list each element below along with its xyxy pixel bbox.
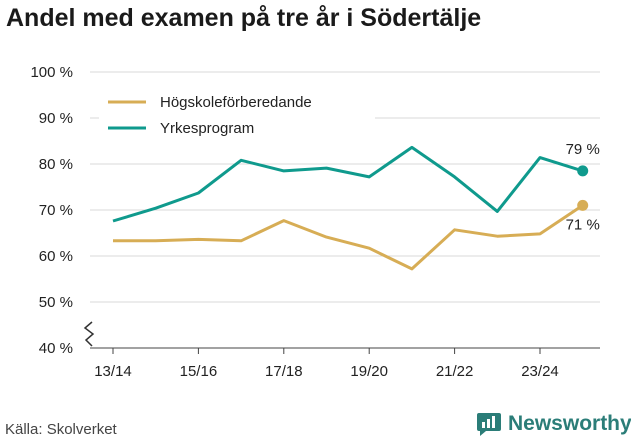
y-tick-label: 50 % [39,294,73,311]
x-tick-label: 13/14 [94,363,132,380]
legend-label: Högskoleförberedande [160,94,312,111]
y-tick-label: 70 % [39,202,73,219]
legend: Högskoleförberedande Yrkesprogram [99,86,375,146]
x-tick-label: 15/16 [180,363,218,380]
legend-background [99,86,375,146]
x-tick-label: 21/22 [436,363,474,380]
legend-label: Yrkesprogram [160,120,254,137]
newsworthy-icon [477,413,501,436]
series-end-point [577,165,589,177]
y-tick-label: 60 % [39,248,73,265]
y-axis-ticks: 40 % 50 % 60 % 70 % 80 % 90 % 100 % [30,64,73,357]
x-tick-label: 19/20 [350,363,388,380]
series-lines: 71 % 79 % [112,141,600,271]
series-line-yrkesprogram [112,145,584,223]
chart-title: Andel med examen på tre år i Södertälje [6,4,482,32]
source-label: Källa: Skolverket [5,421,117,438]
series-line-hogskoleforberedande [113,204,584,271]
x-tick-label: 23/24 [521,363,559,380]
brand-name: Newsworthy [508,412,631,435]
axis-break-icon [83,321,95,347]
y-tick-label: 80 % [39,156,73,173]
y-tick-label: 100 % [30,64,73,81]
y-tick-label: 90 % [39,110,73,127]
grid-lines [90,71,600,349]
series-end-point [577,199,589,211]
x-axis-ticks: 13/14 15/16 17/18 19/20 21/22 23/24 [94,348,559,380]
x-tick-label: 17/18 [265,363,303,380]
series-end-label: 79 % [566,141,600,158]
axis-break-mark [83,321,95,347]
y-tick-label: 40 % [39,340,73,357]
series-end-label: 71 % [566,216,600,233]
newsworthy-logo: Newsworthy [476,410,631,438]
